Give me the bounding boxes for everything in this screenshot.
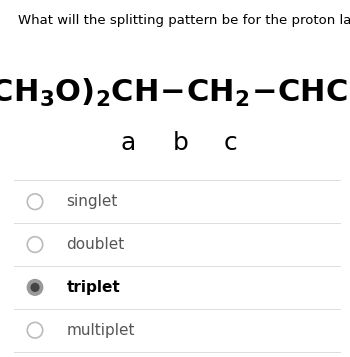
Text: c: c: [223, 131, 237, 155]
Text: multiplet: multiplet: [66, 323, 135, 338]
Text: a: a: [120, 131, 135, 155]
Circle shape: [27, 280, 43, 295]
Text: What will the splitting pattern be for the proton labeled “c”?: What will the splitting pattern be for t…: [18, 14, 350, 27]
Text: $\mathbf{(CH_3O)_2CH\!-\!CH_2\!-\!CHCl_2}$: $\mathbf{(CH_3O)_2CH\!-\!CH_2\!-\!CHCl_2…: [0, 77, 350, 109]
Text: doublet: doublet: [66, 237, 125, 252]
Circle shape: [31, 283, 39, 291]
Text: b: b: [172, 131, 188, 155]
Text: singlet: singlet: [66, 194, 118, 209]
Text: triplet: triplet: [66, 280, 120, 295]
